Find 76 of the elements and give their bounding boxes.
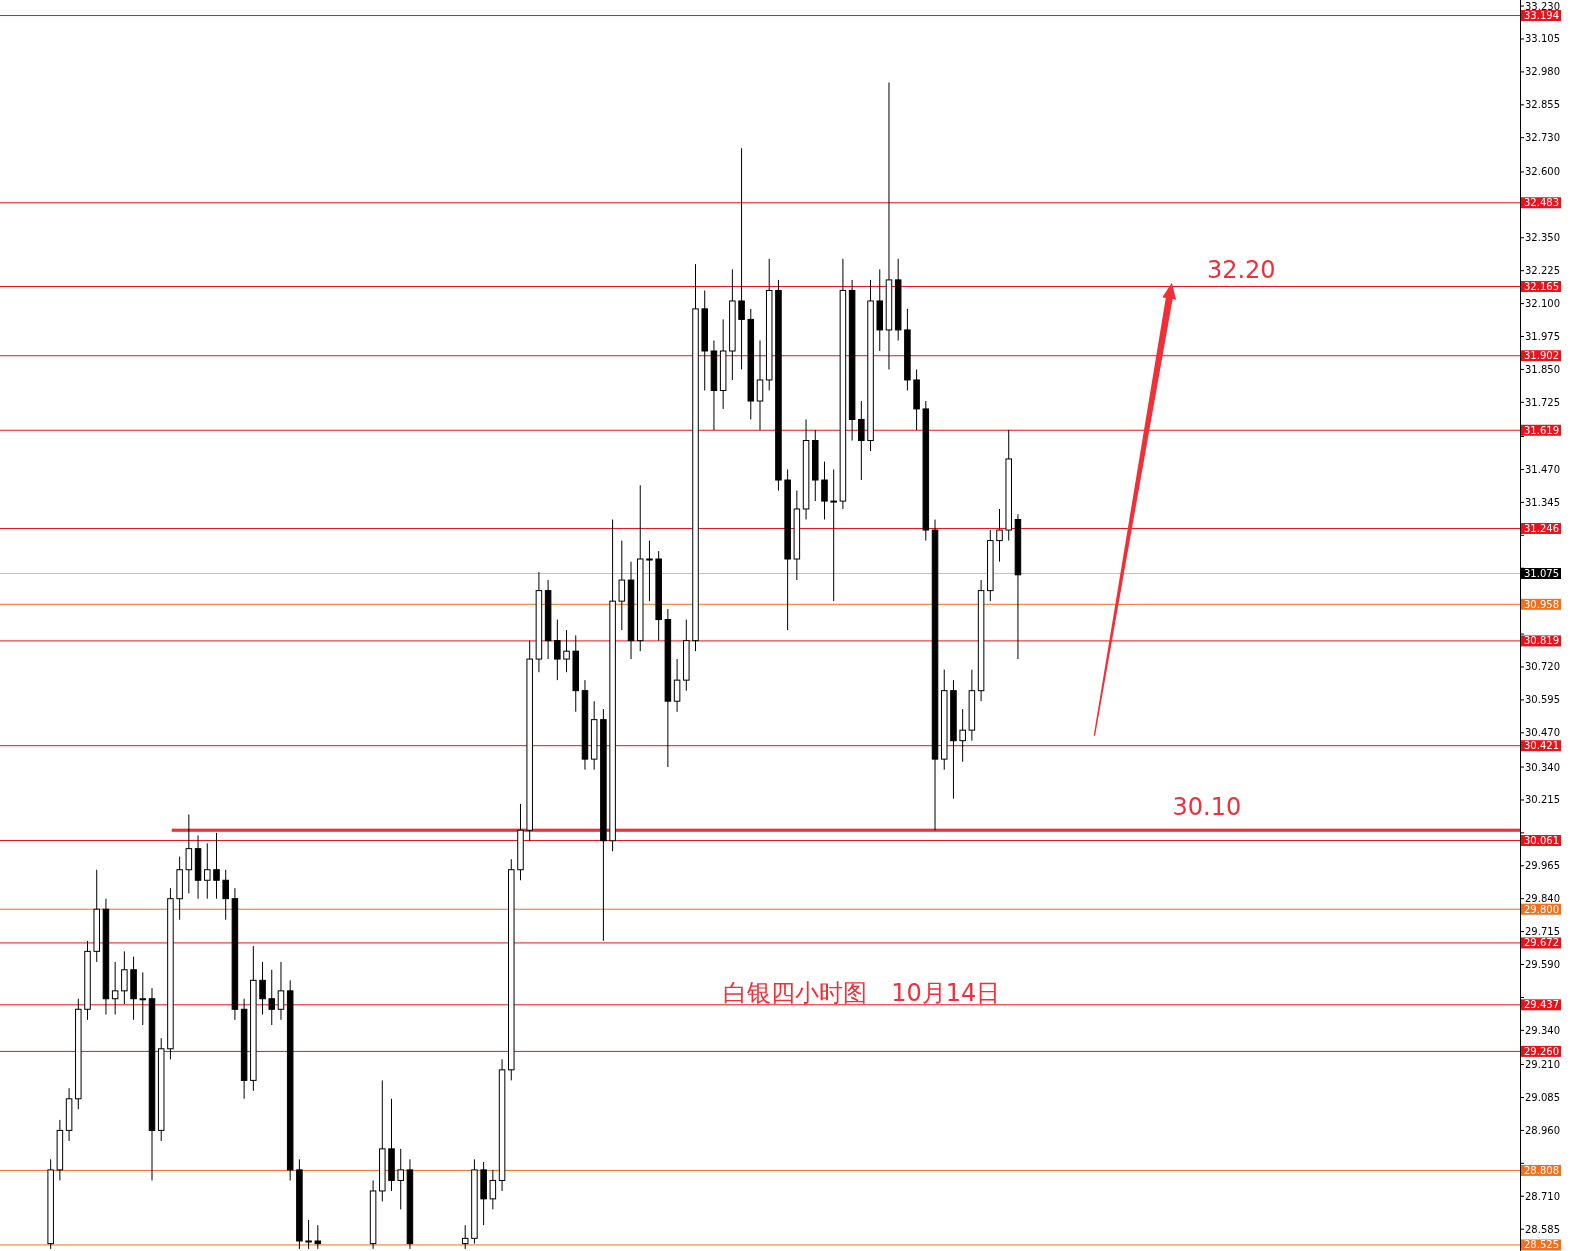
candlestick	[489, 1169, 497, 1210]
candlestick	[111, 961, 119, 1016]
candlestick	[277, 961, 285, 1021]
candlestick	[204, 842, 211, 900]
y-tick-label: 32.350	[1525, 232, 1560, 244]
candlestick	[554, 619, 561, 681]
y-tick-label: 30.340	[1525, 761, 1560, 773]
y-tick-label: 32.730	[1525, 132, 1560, 144]
y-tick-label: 28.960	[1525, 1124, 1560, 1136]
ref-line-label: 29.260	[1524, 1045, 1559, 1057]
candlestick	[996, 508, 1003, 563]
candlestick	[185, 813, 193, 894]
ref-line-label: 28.525	[1524, 1239, 1559, 1251]
ref-line-label: 29.800	[1524, 903, 1559, 915]
candlestick	[563, 629, 570, 673]
y-tick-label: 32.980	[1525, 66, 1560, 78]
candlestick	[738, 147, 745, 370]
candlestick	[673, 658, 681, 713]
y-tick-label: 29.210	[1525, 1059, 1560, 1071]
ref-line-label: 29.437	[1524, 999, 1559, 1011]
ref-line-label: 29.672	[1524, 937, 1559, 949]
y-tick-label: 30.470	[1525, 727, 1560, 739]
ref-line-label: 30.421	[1524, 740, 1559, 752]
candlestick	[646, 540, 653, 602]
y-tick-label: 32.855	[1525, 99, 1560, 111]
ref-line-label: 30.958	[1524, 598, 1559, 610]
candlestick	[121, 950, 128, 1005]
y-tick-label: 31.850	[1525, 363, 1560, 375]
y-tick-label: 29.340	[1525, 1024, 1560, 1036]
y-tick-label: 30.720	[1525, 661, 1560, 673]
y-tick-label: 31.725	[1525, 396, 1560, 408]
y-tick-label: 30.595	[1525, 694, 1560, 706]
y-tick-label: 31.470	[1525, 463, 1560, 475]
y-tick-label: 29.085	[1525, 1091, 1560, 1103]
ref-line-label: 32.165	[1524, 280, 1559, 292]
ref-line-label: 31.075	[1524, 568, 1559, 579]
y-tick-label: 28.585	[1525, 1223, 1560, 1235]
y-tick-label: 32.225	[1525, 265, 1560, 277]
ref-line-label: 33.194	[1524, 10, 1559, 22]
y-tick-label: 32.100	[1525, 298, 1560, 310]
y-tick-label: 31.975	[1525, 331, 1560, 343]
y-tick-label: 29.590	[1525, 959, 1560, 971]
candlestick	[756, 339, 764, 431]
ref-line-label: 31.619	[1524, 424, 1559, 436]
candlestick	[139, 971, 147, 1026]
y-tick-label: 32.600	[1525, 166, 1560, 178]
candlestick	[618, 540, 626, 631]
band-label: 30.10	[1172, 792, 1242, 821]
ref-line-label: 28.808	[1524, 1164, 1559, 1176]
candlestick	[397, 1148, 404, 1210]
y-tick-label: 29.965	[1525, 860, 1560, 872]
ref-line-label: 31.902	[1524, 350, 1559, 362]
text: 白银四小时图 10月14日	[723, 978, 1001, 1007]
y-tick-label: 30.215	[1525, 794, 1560, 806]
candlestick	[259, 961, 266, 1016]
y-tick-label: 33.105	[1525, 33, 1560, 45]
candlestick	[858, 400, 865, 481]
candlestick	[461, 1224, 469, 1250]
annotation: 32.20	[1206, 255, 1276, 284]
candlestick	[268, 969, 276, 1026]
ref-line-label: 32.483	[1524, 197, 1559, 209]
candlestick	[959, 708, 966, 763]
candlestick	[314, 1224, 322, 1250]
y-tick-label: 33.230	[1525, 0, 1560, 12]
candlestick	[830, 468, 837, 602]
ref-line-label: 31.246	[1524, 522, 1559, 534]
ref-line-label: 30.819	[1524, 635, 1559, 647]
y-tick-label: 29.715	[1525, 926, 1560, 938]
y-tick-label: 31.345	[1525, 496, 1560, 508]
candlestick	[213, 832, 220, 900]
candlestick	[821, 461, 828, 521]
candlestick	[305, 1219, 312, 1250]
y-tick-label: 28.710	[1525, 1190, 1560, 1202]
ref-line-label: 30.061	[1524, 835, 1559, 846]
candlestick	[222, 869, 229, 921]
y-tick-label: 29.840	[1525, 893, 1560, 905]
